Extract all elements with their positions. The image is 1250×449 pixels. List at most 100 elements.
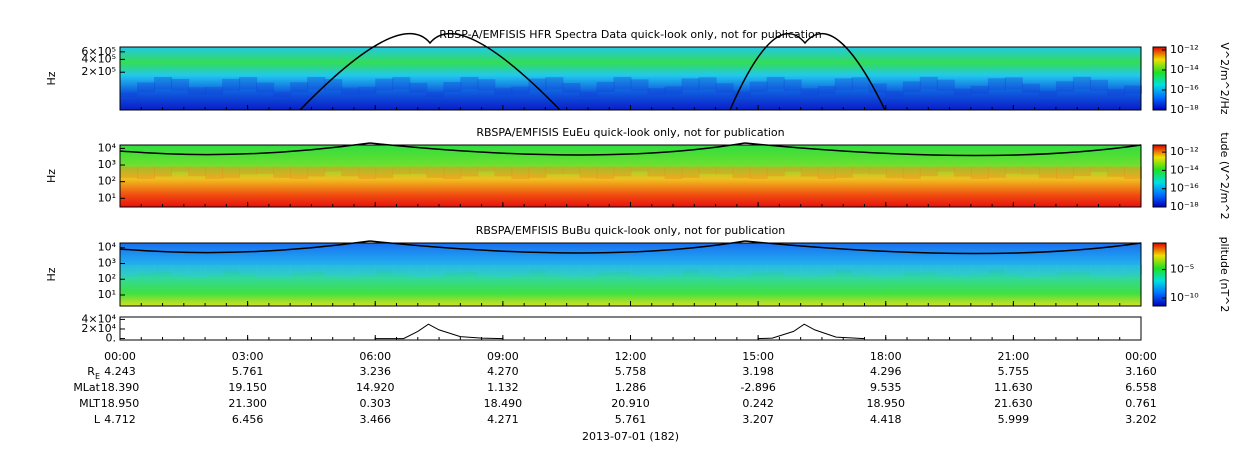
spectrogram-texture — [120, 265, 139, 277]
spectrogram-texture — [545, 265, 564, 275]
spectrogram-texture — [1072, 166, 1091, 176]
spectrogram-texture — [528, 166, 547, 179]
colorbar — [1152, 144, 1167, 208]
x-tick-label: 12:00 — [615, 350, 647, 363]
row-value: 18.490 — [484, 397, 523, 410]
spectrogram-texture — [205, 87, 224, 95]
spectrogram-texture — [324, 265, 343, 277]
curve — [729, 32, 886, 111]
spectrogram-texture — [358, 265, 377, 276]
spectrogram-texture — [477, 166, 496, 172]
spectrogram-texture — [970, 265, 989, 275]
spectrogram-texture — [307, 166, 326, 177]
spectrogram-texture — [460, 265, 479, 273]
spectrogram-texture — [749, 81, 768, 92]
row-value: 4.271 — [487, 413, 519, 426]
spectrogram-texture — [239, 166, 258, 175]
spectrogram-texture — [647, 166, 666, 177]
y-tick-label: 4×10⁵ — [81, 52, 116, 65]
spectrogram-texture — [800, 265, 819, 278]
spectrogram-texture — [426, 166, 445, 179]
spectrogram-texture — [953, 88, 972, 96]
spectrogram-texture — [290, 166, 309, 180]
spectrogram-texture — [154, 77, 173, 90]
spectrogram-texture — [783, 79, 802, 91]
row-value: 3.236 — [360, 365, 392, 378]
y-tick-label: 10⁴ — [98, 241, 117, 254]
colorbar-tick-label: 10⁻⁵ — [1170, 263, 1194, 276]
spectrogram-texture — [919, 76, 938, 90]
spectrogram-texture — [953, 265, 972, 278]
row-value: 3.160 — [1125, 365, 1157, 378]
y-tick-label: 0. — [106, 332, 117, 345]
spectrogram-texture — [902, 81, 921, 92]
row-label-text: R — [87, 365, 95, 378]
y-tick-label: 6×10⁵ — [81, 45, 116, 58]
spectrogram-texture — [834, 166, 853, 178]
spectrogram-texture — [851, 166, 870, 174]
spectrogram-texture — [596, 166, 615, 179]
row-value: 3.202 — [1125, 413, 1157, 426]
spectrogram-texture — [1055, 265, 1074, 273]
spectrogram-texture — [732, 265, 751, 277]
row-label: L — [94, 413, 101, 426]
line — [375, 323, 503, 340]
spectrogram-texture — [579, 166, 598, 179]
spectrogram-texture — [511, 265, 530, 276]
spectrogram-texture — [766, 76, 785, 90]
spectrogram-texture — [273, 166, 292, 178]
spectrogram-texture — [1089, 79, 1108, 91]
spectrogram-texture — [494, 265, 513, 278]
colorbar — [1152, 242, 1167, 307]
spectrogram-texture — [783, 265, 802, 277]
spectrogram-texture — [460, 76, 479, 90]
spectrogram-texture — [188, 166, 207, 177]
row-value: 0.303 — [360, 397, 392, 410]
curve — [119, 142, 1142, 157]
curve — [299, 33, 561, 111]
spectrogram-texture — [613, 76, 632, 90]
row-value: 14.920 — [356, 381, 395, 394]
row-value: 5.761 — [615, 413, 647, 426]
spectrogram-texture — [647, 88, 666, 96]
y-tick-label: 4×10⁴ — [81, 312, 116, 325]
row-label-text: MLT — [79, 397, 100, 410]
row-value: 18.950 — [101, 397, 140, 410]
spectrogram-texture — [171, 78, 190, 91]
spectrogram-texture — [834, 78, 853, 91]
colorbar — [1152, 46, 1167, 111]
spectrogram-texture — [290, 265, 309, 274]
spectrogram-texture — [358, 86, 377, 95]
spectrogram-texture — [1089, 265, 1108, 277]
spectrogram-texture — [137, 265, 156, 274]
spectrogram-texture — [1123, 166, 1142, 180]
spectrogram-texture — [868, 265, 887, 278]
spectrogram-texture — [919, 166, 938, 177]
colorbar-label: plitude (nT^2 — [1218, 237, 1231, 313]
row-value: 3.207 — [742, 413, 774, 426]
spectrogram-texture — [239, 77, 258, 90]
spectrogram-texture — [664, 166, 683, 179]
colorbar-tick-label: 10⁻¹⁴ — [1170, 163, 1199, 176]
spectrogram-texture — [1089, 166, 1108, 172]
colorbar-label: tude (V^2/m^2 — [1218, 132, 1231, 219]
spectrogram-texture — [324, 166, 343, 172]
x-tick-label: 00:00 — [104, 350, 136, 363]
spectrogram-texture — [749, 265, 768, 273]
row-value: 4.296 — [870, 365, 902, 378]
y-tick-label: 10¹ — [98, 191, 116, 204]
spectrogram-texture — [562, 265, 581, 278]
spectrogram-texture — [205, 265, 224, 276]
spectrogram-texture — [936, 166, 955, 172]
row-value: 4.418 — [870, 413, 902, 426]
spectrogram-texture — [1038, 265, 1057, 277]
spectrogram-texture — [970, 85, 989, 94]
spectrogram-texture — [868, 166, 887, 175]
spectrogram-texture — [528, 78, 547, 91]
spectrogram-texture — [1055, 81, 1074, 92]
colorbar-tick-label: 10⁻¹⁶ — [1170, 83, 1199, 96]
spectrogram-texture — [1123, 265, 1142, 275]
spectrogram-texture — [851, 77, 870, 90]
spectrogram-texture — [1055, 166, 1074, 179]
spectrogram — [120, 47, 1141, 110]
